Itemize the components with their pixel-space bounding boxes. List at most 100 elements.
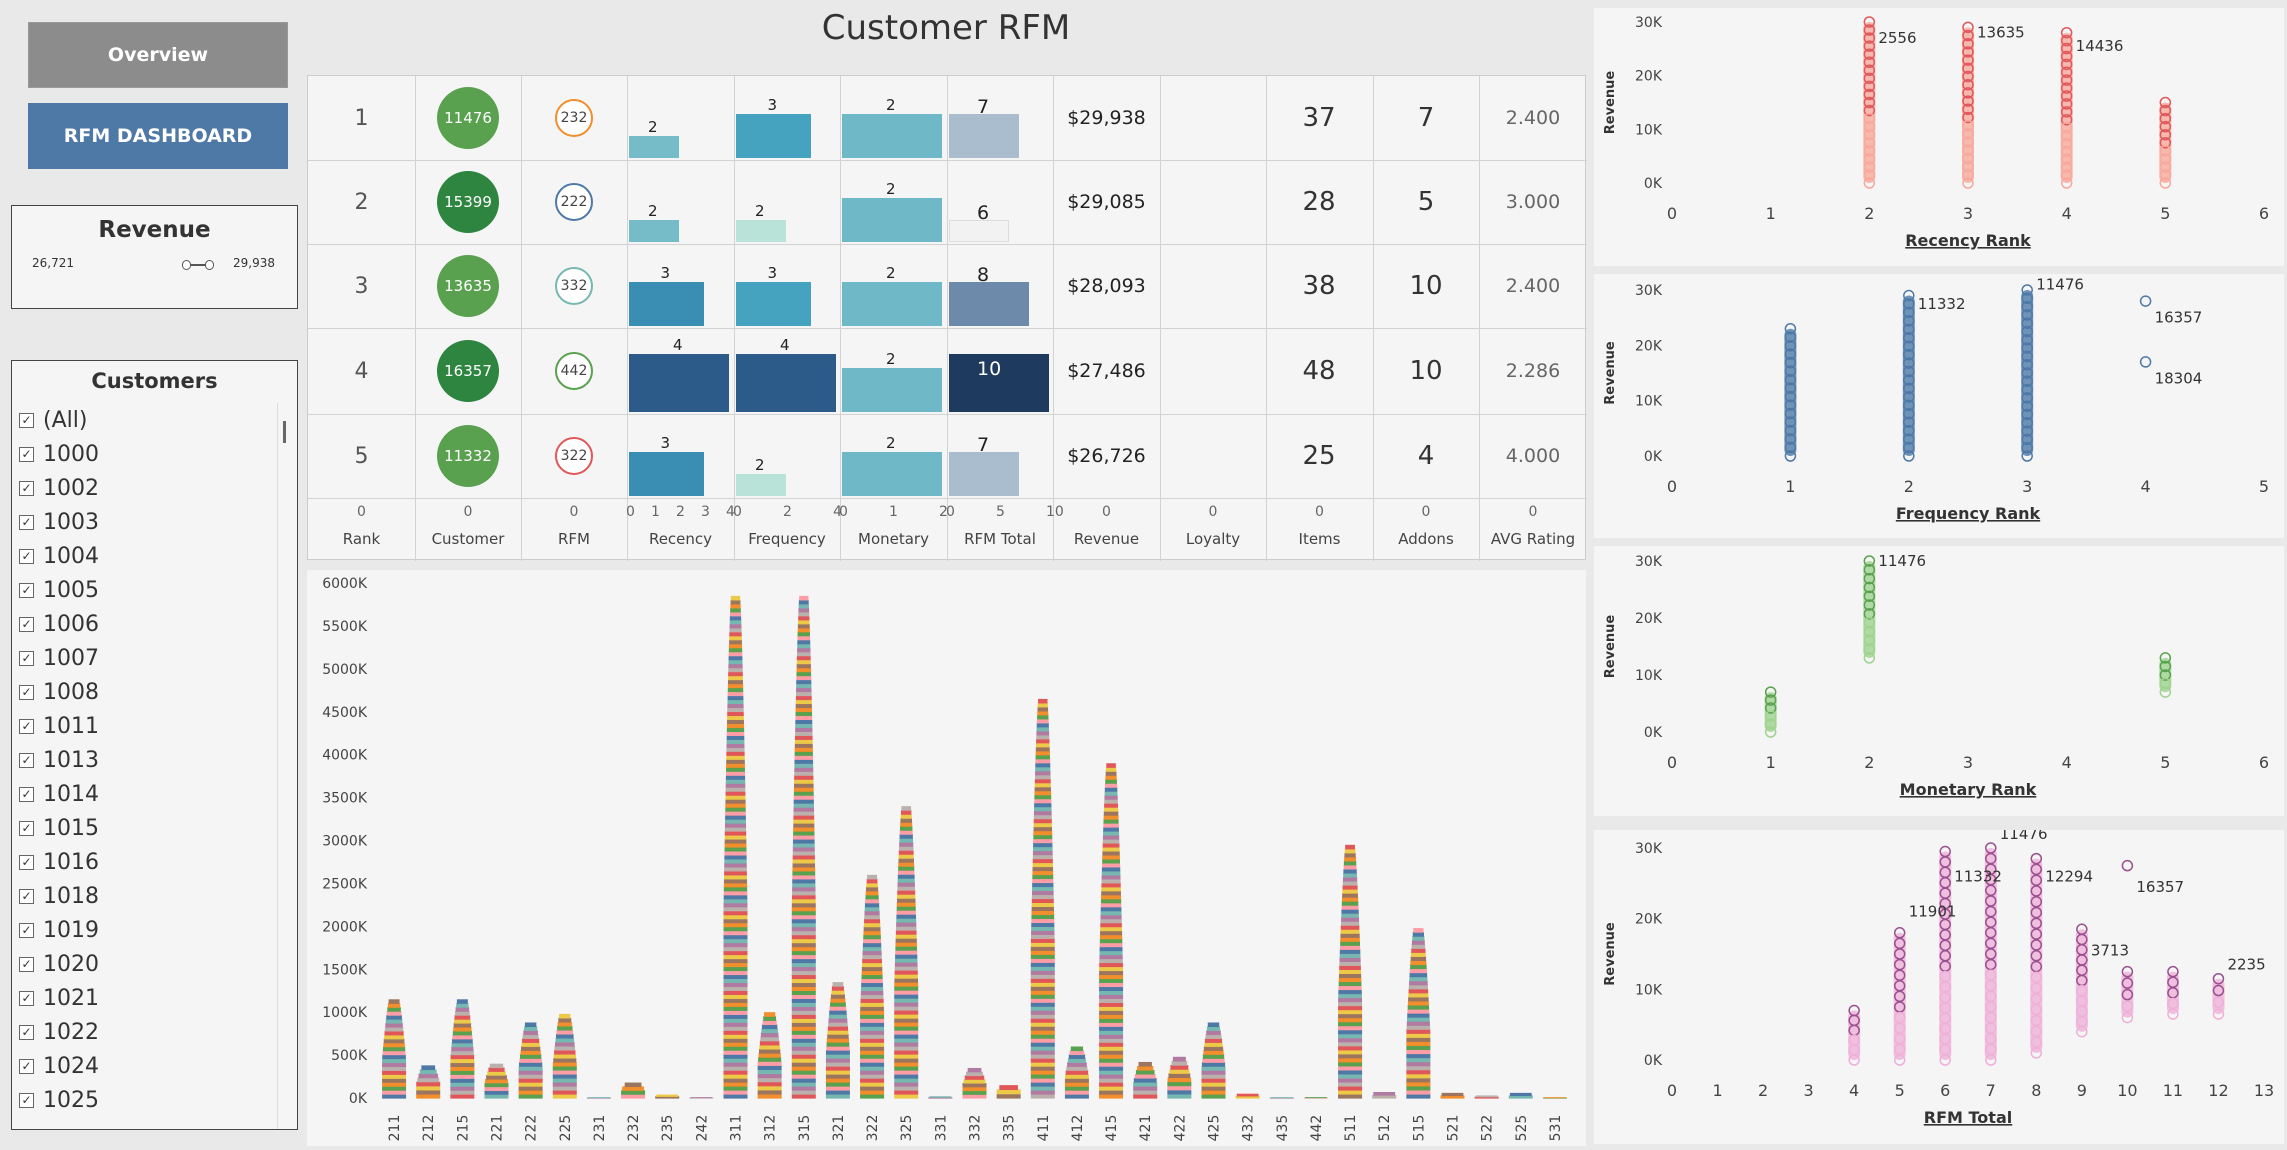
point-column[interactable] [2159, 652, 2172, 698]
bar-221[interactable] [484, 1063, 509, 1099]
checkbox-icon[interactable]: ✓ [19, 1092, 34, 1108]
rfm_total-bar[interactable] [949, 354, 1049, 412]
checkbox-icon[interactable]: ✓ [19, 786, 34, 802]
frequency-bar[interactable] [736, 354, 836, 412]
checkbox-icon[interactable]: ✓ [19, 650, 34, 666]
point-column[interactable] [2121, 965, 2134, 1024]
frequency-bar[interactable] [736, 220, 786, 242]
point-column[interactable] [2021, 284, 2034, 462]
checkbox-icon[interactable]: ✓ [19, 956, 34, 972]
checkbox-icon[interactable]: ✓ [19, 514, 34, 530]
bar-515[interactable] [1406, 928, 1431, 1099]
checkbox-icon[interactable]: ✓ [19, 854, 34, 870]
bar-415[interactable] [1099, 763, 1124, 1099]
customer-checkbox-item[interactable]: ✓ 1002 [19, 471, 279, 505]
point-column[interactable] [1784, 322, 1797, 462]
checkbox-icon[interactable]: ✓ [19, 990, 34, 1006]
point-column[interactable] [2075, 923, 2088, 1038]
scrollbar-thumb[interactable] [283, 421, 286, 443]
checkbox-icon[interactable]: ✓ [19, 582, 34, 598]
recency-bar[interactable] [629, 136, 679, 158]
monetary-bar[interactable] [842, 282, 942, 326]
bar-421[interactable] [1133, 1061, 1158, 1099]
bar-442[interactable] [1303, 1097, 1328, 1099]
point-column[interactable] [1984, 842, 1997, 1066]
bar-211[interactable] [382, 999, 407, 1099]
point-column[interactable] [2159, 96, 2172, 189]
customer-checkbox-item[interactable]: ✓ 1011 [19, 709, 279, 743]
bar-512[interactable] [1372, 1091, 1397, 1099]
scatter-point[interactable] [2139, 356, 2152, 368]
recency-bar[interactable] [629, 354, 729, 412]
customer-circle[interactable]: 13635 [437, 255, 499, 317]
customer-circle[interactable]: 11332 [437, 425, 499, 487]
bar-521[interactable] [1440, 1092, 1465, 1099]
checkbox-icon[interactable]: ✓ [19, 480, 34, 496]
customer-circle[interactable]: 15399 [437, 171, 499, 233]
point-column[interactable] [1902, 289, 1915, 462]
customer-checkbox-item[interactable]: ✓ (All) [19, 403, 279, 437]
bar-312[interactable] [757, 1012, 782, 1099]
bar-235[interactable] [655, 1094, 680, 1099]
rfm-ring[interactable]: 232 [555, 99, 593, 137]
bar-225[interactable] [552, 1013, 577, 1099]
x-axis-title[interactable]: Recency Rank [1905, 231, 2031, 250]
bar-332[interactable] [962, 1067, 987, 1099]
monetary-bar[interactable] [842, 452, 942, 496]
bar-315[interactable] [791, 595, 816, 1099]
point-column[interactable] [2030, 852, 2043, 1059]
point-column[interactable] [1962, 21, 1974, 189]
customer-checkbox-item[interactable]: ✓ 1000 [19, 437, 279, 471]
bar-212[interactable] [416, 1065, 441, 1099]
point-column[interactable] [1893, 927, 1906, 1066]
checkbox-icon[interactable]: ✓ [19, 820, 34, 836]
point-column[interactable] [2060, 26, 2073, 189]
scatter-point[interactable] [2139, 295, 2152, 307]
bar-222[interactable] [518, 1022, 543, 1099]
checkbox-icon[interactable]: ✓ [19, 1058, 34, 1074]
checkbox-icon[interactable]: ✓ [19, 752, 34, 768]
customer-checkbox-item[interactable]: ✓ 1003 [19, 505, 279, 539]
rfm-ring[interactable]: 222 [555, 183, 593, 221]
customer-checkbox-item[interactable]: ✓ 1007 [19, 641, 279, 675]
point-column[interactable] [1764, 686, 1777, 738]
monetary-bar[interactable] [842, 198, 942, 242]
monetary-bar[interactable] [842, 114, 942, 158]
point-column[interactable] [1848, 1004, 1861, 1066]
checkbox-icon[interactable]: ✓ [19, 412, 34, 428]
rfm-dashboard-button[interactable]: RFM DASHBOARD [28, 103, 288, 169]
customer-checkbox-item[interactable]: ✓ 1021 [19, 981, 279, 1015]
customer-checkbox-item[interactable]: ✓ 1005 [19, 573, 279, 607]
customer-checkbox-item[interactable]: ✓ 1018 [19, 879, 279, 913]
bar-511[interactable] [1338, 844, 1363, 1099]
customer-checkbox-item[interactable]: ✓ 1015 [19, 811, 279, 845]
rfm_total-bar[interactable] [949, 114, 1019, 158]
bar-325[interactable] [894, 806, 919, 1099]
checkbox-icon[interactable]: ✓ [19, 684, 34, 700]
rfm-ring[interactable]: 332 [555, 267, 593, 305]
scatter-point[interactable] [2121, 859, 2134, 872]
point-column[interactable] [2166, 965, 2179, 1020]
bar-242[interactable] [689, 1097, 714, 1099]
checkbox-icon[interactable]: ✓ [19, 548, 34, 564]
bar-432[interactable] [1235, 1093, 1260, 1099]
customer-checkbox-item[interactable]: ✓ 1025 [19, 1083, 279, 1117]
bar-411[interactable] [1030, 698, 1055, 1099]
point-column[interactable] [2212, 972, 2225, 1020]
bar-215[interactable] [450, 999, 475, 1099]
frequency-bar[interactable] [736, 474, 786, 496]
customer-checkbox-item[interactable]: ✓ 1006 [19, 607, 279, 641]
bar-422[interactable] [1167, 1056, 1192, 1099]
customer-checkbox-item[interactable]: ✓ 1008 [19, 675, 279, 709]
checkbox-icon[interactable]: ✓ [19, 922, 34, 938]
point-column[interactable] [1939, 845, 1952, 1066]
checkbox-icon[interactable]: ✓ [19, 1024, 34, 1040]
customer-circle[interactable]: 16357 [437, 340, 499, 402]
checkbox-icon[interactable]: ✓ [19, 718, 34, 734]
bar-322[interactable] [860, 874, 885, 1099]
bar-321[interactable] [825, 982, 850, 1099]
x-axis-title[interactable]: Frequency Rank [1896, 504, 2041, 523]
customer-checkbox-item[interactable]: ✓ 1016 [19, 845, 279, 879]
customer-checkbox-item[interactable]: ✓ 1013 [19, 743, 279, 777]
checkbox-icon[interactable]: ✓ [19, 446, 34, 462]
